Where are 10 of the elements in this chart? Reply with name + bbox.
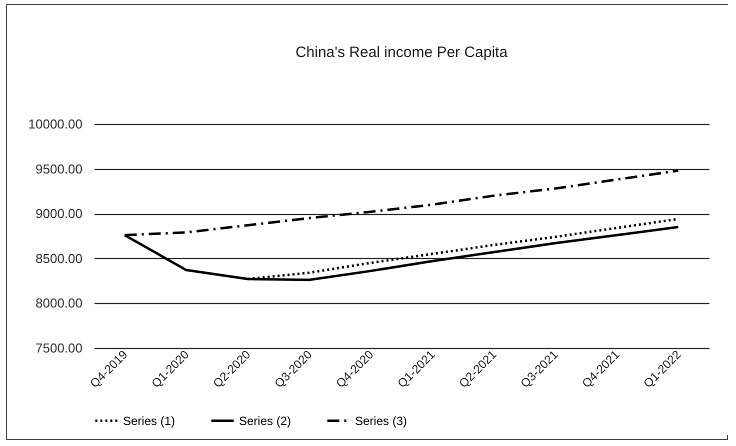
legend-label: Series (3) <box>355 414 408 428</box>
chart-title: China's Real income Per Capita <box>295 44 508 61</box>
y-tick-label: 8500.00 <box>36 250 82 266</box>
y-tick-label: 10000.00 <box>28 116 82 132</box>
y-tick-label: 7500.00 <box>36 340 82 356</box>
legend-label: Series (2) <box>239 414 292 428</box>
y-tick-label: 9500.00 <box>36 161 82 176</box>
y-tick-label: 9000.00 <box>36 206 82 222</box>
legend-label: Series (1) <box>123 414 176 428</box>
y-tick-label: 8000.00 <box>36 296 82 311</box>
